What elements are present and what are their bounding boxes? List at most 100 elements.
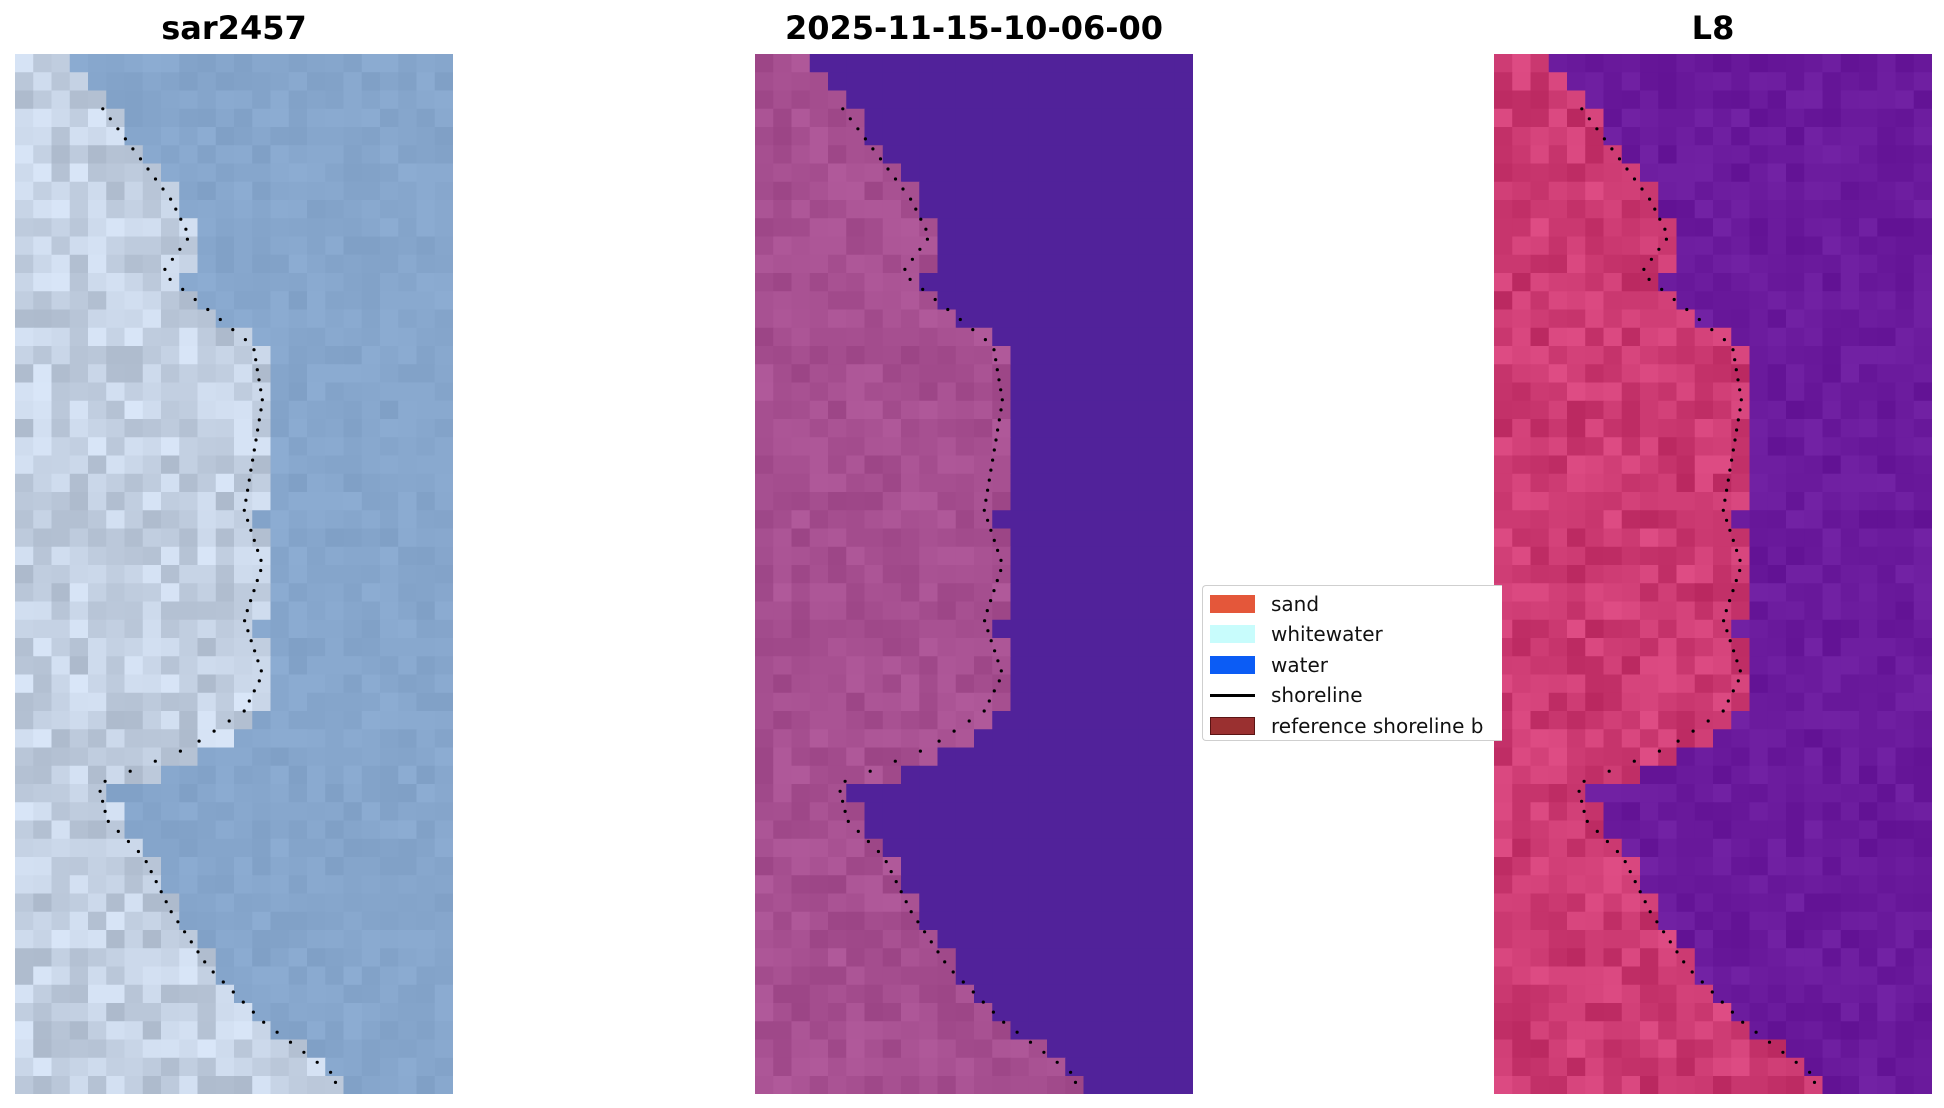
land-pixel	[809, 510, 829, 530]
shoreline-dot	[302, 1050, 306, 1054]
land-pixel	[1603, 1021, 1623, 1041]
land-pixel	[919, 656, 939, 676]
water-pixel	[1640, 163, 1659, 183]
land-pixel	[828, 674, 847, 694]
land-pixel	[33, 1003, 53, 1022]
land-pixel	[828, 911, 847, 931]
shoreline-dot	[1728, 599, 1732, 603]
water-pixel	[361, 1039, 381, 1059]
water-pixel	[1065, 711, 1085, 730]
water-pixel	[1822, 127, 1842, 146]
land-pixel	[252, 492, 272, 511]
water-pixel	[325, 327, 345, 347]
water-pixel	[992, 327, 1012, 347]
water-pixel	[1859, 802, 1878, 822]
land-pixel	[901, 966, 920, 986]
land-pixel	[51, 802, 71, 822]
land-pixel	[1621, 437, 1641, 457]
water-pixel	[288, 802, 308, 822]
land-pixel	[828, 1039, 847, 1059]
water-pixel	[1174, 236, 1193, 256]
shoreline-dot	[159, 890, 163, 894]
water-pixel	[1065, 875, 1085, 895]
water-pixel	[307, 674, 326, 694]
land-pixel	[846, 108, 866, 128]
water-pixel	[1804, 1039, 1824, 1059]
water-pixel	[1083, 838, 1103, 858]
water-pixel	[1658, 145, 1678, 165]
shoreline-dot	[1042, 1050, 1046, 1054]
land-pixel	[1512, 492, 1532, 511]
water-pixel	[1804, 966, 1824, 986]
land-pixel	[15, 400, 34, 420]
land-pixel	[1694, 528, 1714, 548]
water-pixel	[1658, 820, 1678, 840]
water-pixel	[1120, 802, 1139, 822]
water-pixel	[361, 72, 381, 92]
shoreline-dot	[986, 518, 990, 522]
shoreline-dot	[1664, 237, 1668, 241]
water-pixel	[179, 820, 199, 840]
shoreline-dot	[1700, 980, 1704, 984]
shoreline-dot	[183, 930, 187, 934]
water-pixel	[380, 802, 399, 822]
water-pixel	[1028, 838, 1048, 858]
land-pixel	[1548, 984, 1568, 1004]
land-pixel	[33, 838, 53, 858]
water-pixel	[197, 747, 217, 767]
land-pixel	[179, 1003, 199, 1022]
water-pixel	[1065, 510, 1085, 530]
water-pixel	[1895, 364, 1915, 384]
land-pixel	[124, 638, 144, 657]
water-pixel	[1840, 400, 1860, 420]
water-pixel	[919, 127, 939, 146]
water-pixel	[1822, 966, 1842, 986]
land-pixel	[234, 692, 253, 712]
land-pixel	[791, 1076, 811, 1094]
land-pixel	[1512, 857, 1532, 876]
water-pixel	[343, 674, 363, 694]
water-pixel	[1731, 291, 1751, 311]
shoreline-dot	[241, 1000, 245, 1004]
land-pixel	[1731, 1057, 1751, 1077]
land-pixel	[1530, 455, 1550, 475]
water-pixel	[1138, 163, 1158, 183]
water-pixel	[434, 948, 453, 968]
water-pixel	[1047, 492, 1066, 511]
water-pixel	[270, 400, 290, 420]
water-pixel	[1138, 820, 1158, 840]
land-pixel	[51, 54, 71, 73]
shoreline-dot	[838, 789, 842, 793]
land-pixel	[69, 601, 89, 621]
water-pixel	[270, 510, 290, 530]
land-pixel	[197, 1003, 217, 1022]
shoreline-dot	[189, 940, 193, 944]
land-pixel	[773, 820, 793, 840]
water-pixel	[1101, 930, 1121, 949]
land-pixel	[51, 291, 71, 311]
water-pixel	[1010, 473, 1030, 493]
land-pixel	[1603, 163, 1623, 183]
water-pixel	[1767, 820, 1787, 840]
shoreline-dot	[1710, 990, 1714, 994]
water-pixel	[1065, 674, 1085, 694]
water-pixel	[1120, 437, 1139, 457]
shoreline-dot	[116, 127, 120, 131]
water-pixel	[1120, 382, 1139, 402]
water-pixel	[380, 1076, 399, 1094]
water-pixel	[343, 619, 363, 639]
land-pixel	[809, 1003, 829, 1022]
water-pixel	[380, 492, 399, 511]
land-pixel	[215, 1076, 235, 1094]
land-pixel	[15, 273, 34, 292]
land-pixel	[1585, 473, 1605, 493]
land-pixel	[1676, 966, 1696, 986]
land-pixel	[1567, 236, 1586, 256]
land-pixel	[15, 492, 34, 511]
land-pixel	[33, 437, 53, 457]
land-pixel	[88, 857, 107, 876]
land-pixel	[15, 656, 34, 676]
shoreline-dot	[252, 448, 256, 452]
water-pixel	[1840, 692, 1860, 712]
shoreline-dot	[1733, 358, 1737, 362]
